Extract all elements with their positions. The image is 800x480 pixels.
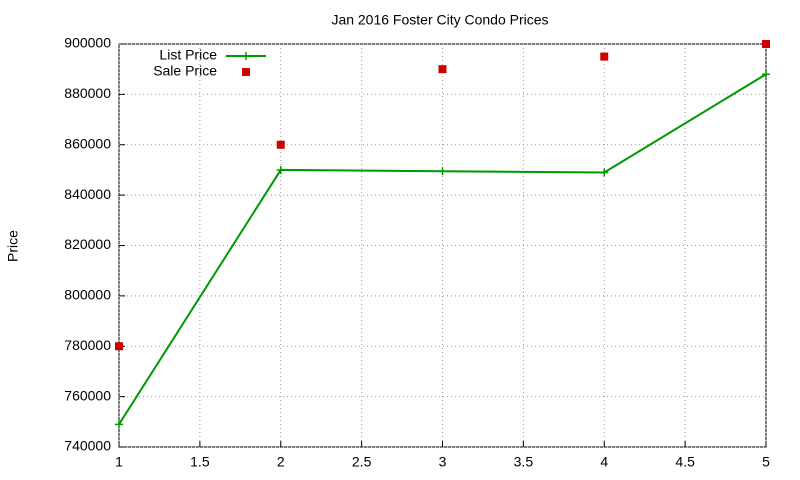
x-tick-label: 5 [762, 454, 770, 470]
y-tick-label: 840000 [64, 186, 111, 202]
y-tick-label: 900000 [64, 35, 111, 51]
x-tick-label: 1 [115, 454, 123, 470]
series-line [118, 73, 767, 425]
x-tick-label: 2.5 [352, 454, 372, 470]
legend-label: List Price [159, 47, 217, 63]
y-tick-label: 880000 [64, 85, 111, 101]
point-marker [276, 165, 285, 174]
y-tick-label: 780000 [64, 337, 111, 353]
point-marker [115, 420, 123, 429]
point-marker [115, 342, 123, 351]
x-tick-label: 4 [600, 454, 608, 470]
x-tick-label: 1.5 [190, 454, 210, 470]
point-marker [438, 167, 447, 176]
point-marker [600, 168, 609, 177]
point-marker [276, 140, 285, 149]
y-tick-label: 760000 [64, 387, 111, 403]
chart-title: Jan 2016 Foster City Condo Prices [331, 12, 548, 28]
y-axis-label: Price [5, 230, 21, 262]
x-tick-label: 2 [277, 454, 285, 470]
x-tick-label: 4.5 [675, 454, 695, 470]
point-marker [242, 68, 250, 76]
x-tick-label: 3 [439, 454, 447, 470]
point-marker [600, 52, 609, 61]
point-marker [438, 65, 447, 74]
point-marker [762, 40, 770, 48]
y-tick-label: 860000 [64, 135, 111, 151]
legend-label: Sale Price [153, 63, 217, 79]
y-tick-label: 820000 [64, 236, 111, 252]
y-tick-label: 800000 [64, 287, 111, 303]
point-marker [762, 70, 770, 79]
y-tick-label: 740000 [64, 438, 111, 454]
x-tick-label: 3.5 [514, 454, 534, 470]
legend-marker [242, 52, 250, 60]
